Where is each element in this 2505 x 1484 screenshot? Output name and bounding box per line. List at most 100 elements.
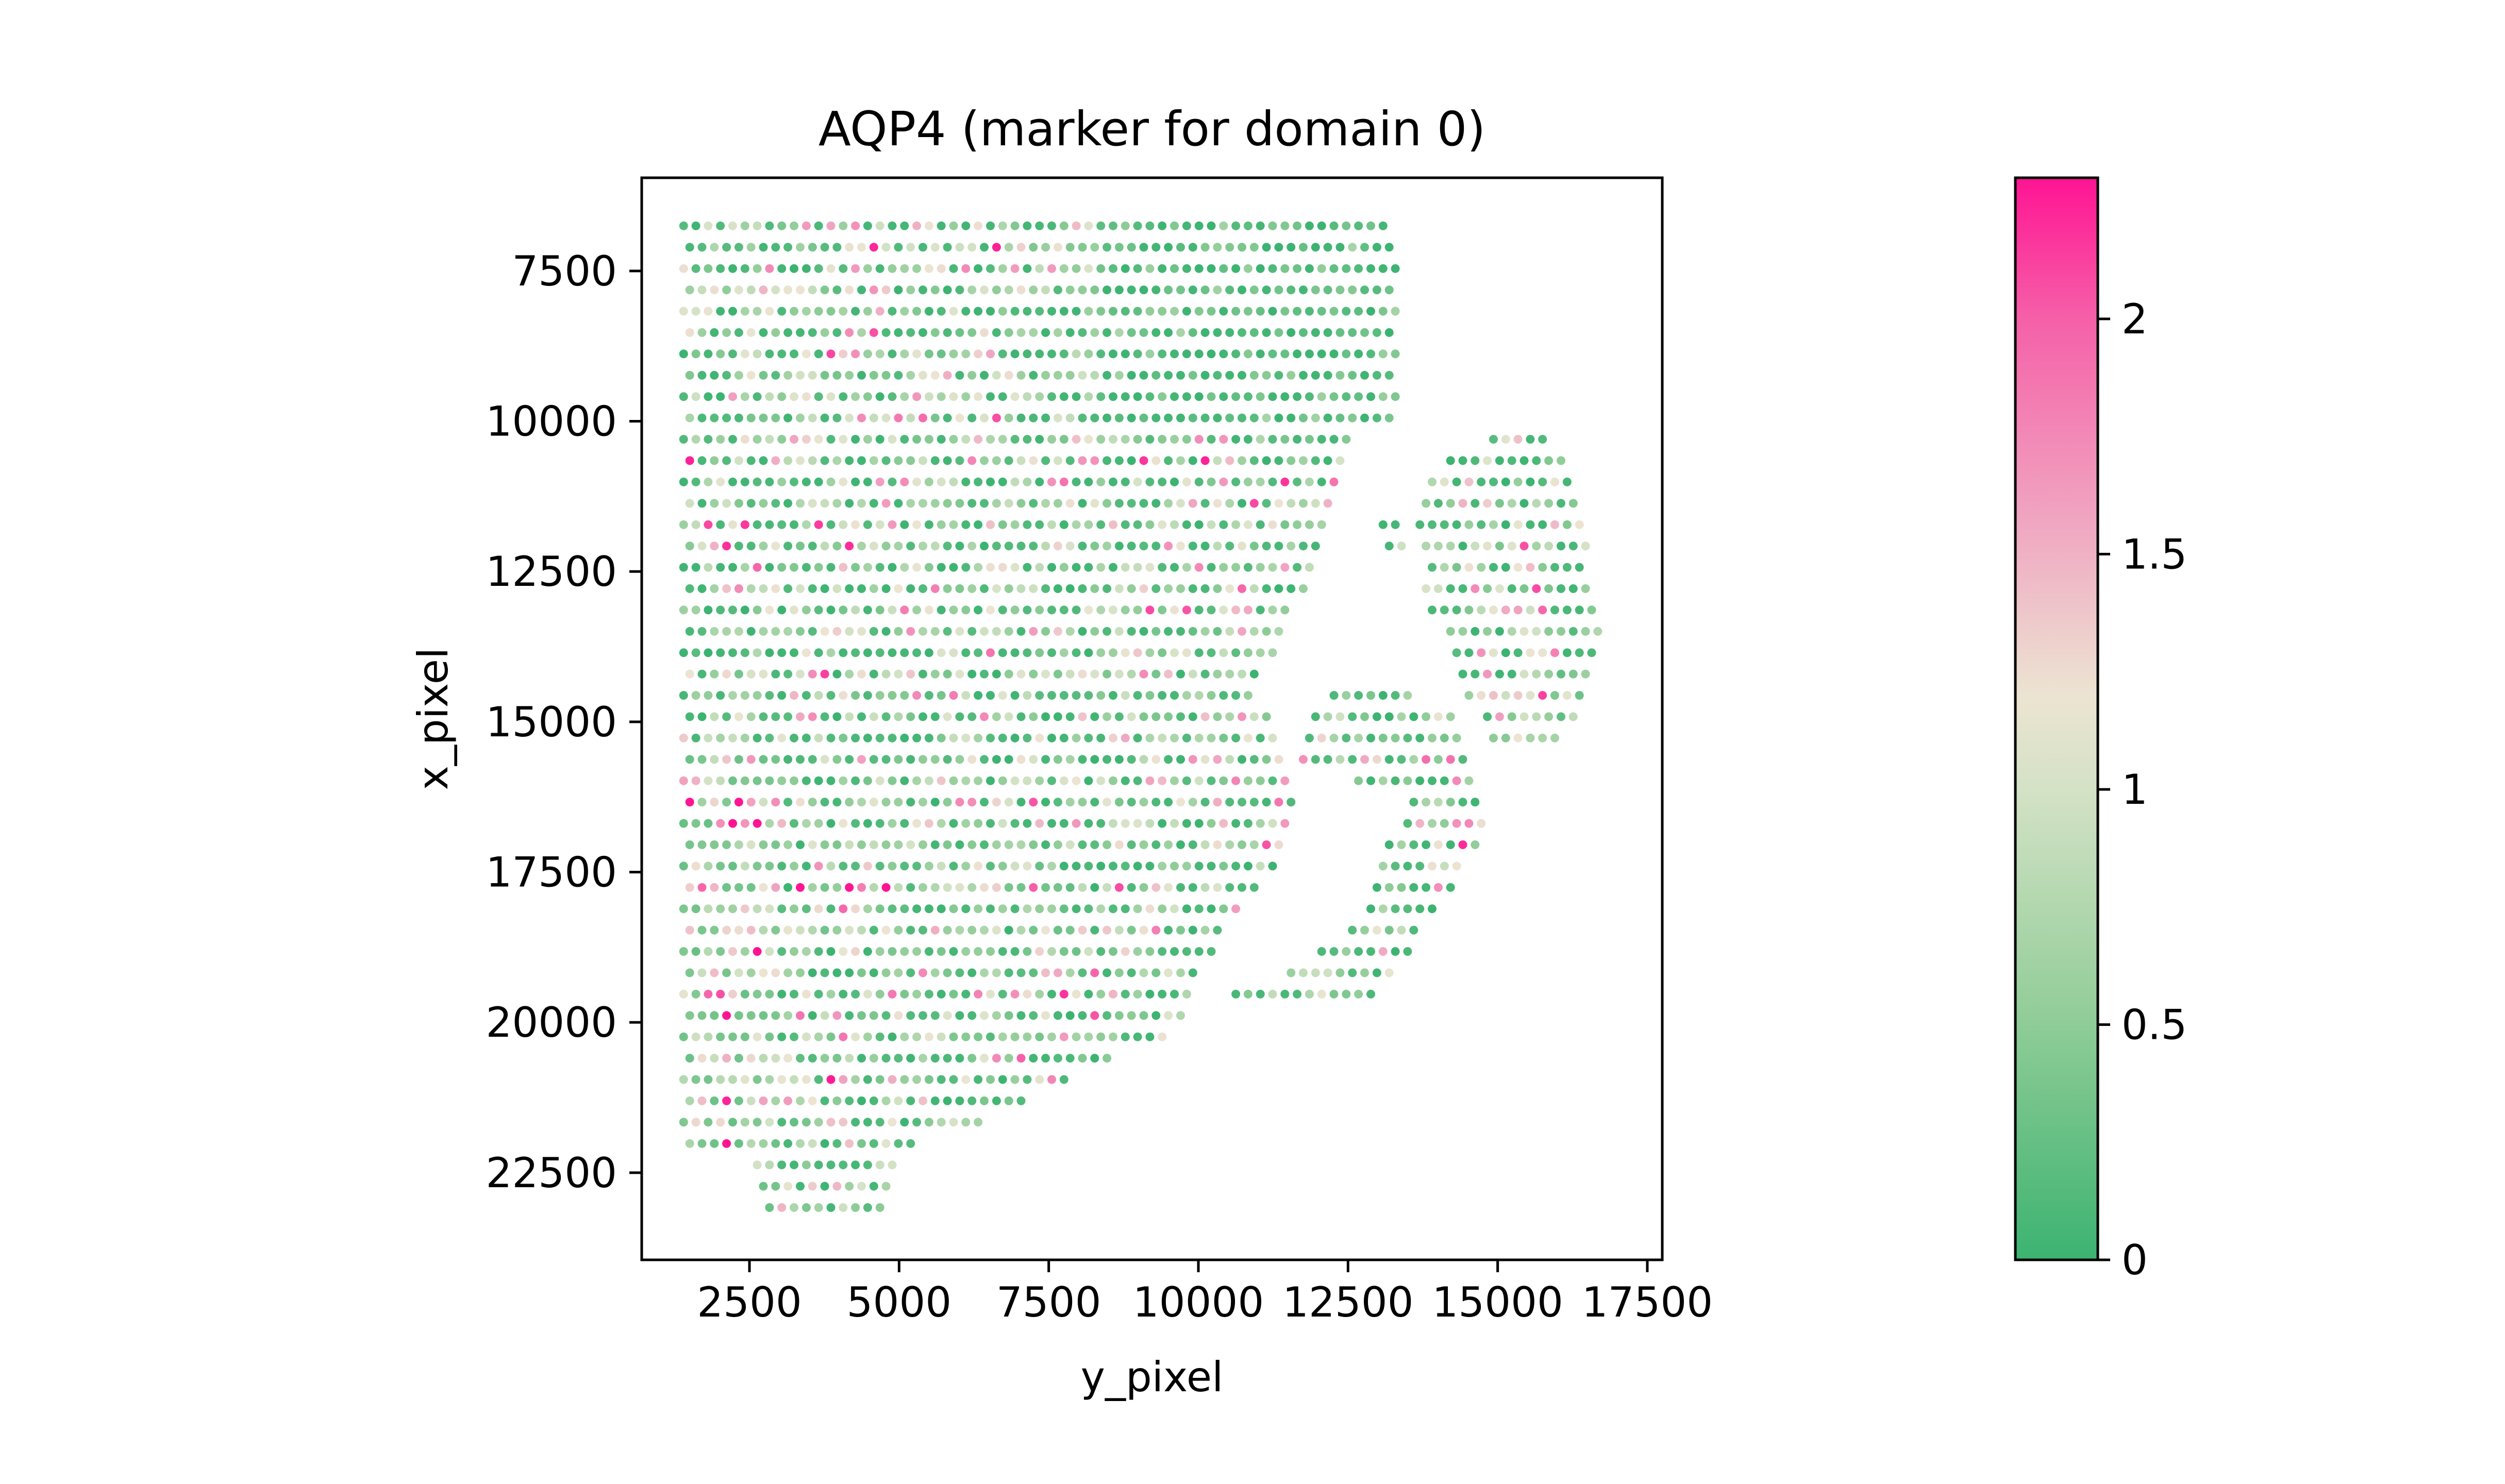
spot-marker (722, 1054, 731, 1063)
spot-marker (1041, 968, 1050, 977)
spot-marker (1311, 370, 1320, 380)
spot-marker (845, 883, 854, 892)
spot-marker (974, 947, 983, 956)
spot-marker (888, 819, 897, 828)
spot-marker (808, 499, 817, 508)
spot-marker (1121, 819, 1130, 828)
spot-marker (900, 264, 909, 273)
spot-marker (857, 499, 866, 508)
spot-marker (1016, 840, 1026, 849)
spot-marker (1581, 669, 1590, 679)
spot-marker (1188, 840, 1197, 849)
spot-marker (832, 627, 842, 636)
spot-marker (1384, 883, 1394, 892)
spot-marker (1495, 584, 1504, 593)
spot-marker (1311, 542, 1320, 551)
spot-marker (1078, 712, 1087, 721)
spot-marker (851, 563, 860, 572)
spot-marker (1409, 712, 1418, 721)
spot-marker (826, 1075, 836, 1084)
spot-marker (869, 925, 878, 935)
spot-marker (1231, 989, 1241, 999)
spot-marker (930, 328, 940, 337)
spot-marker (783, 840, 793, 849)
spot-marker (949, 947, 958, 956)
spot-marker (1139, 243, 1148, 252)
spot-marker (1029, 542, 1038, 551)
spot-marker (894, 584, 903, 593)
spot-marker (722, 840, 731, 849)
spot-marker (845, 285, 854, 295)
spot-marker (1507, 627, 1516, 636)
y-tick-label: 20000 (486, 999, 617, 1047)
spot-marker (1182, 221, 1191, 230)
spot-marker (1170, 605, 1179, 615)
spot-marker (863, 264, 872, 273)
spot-marker (771, 328, 780, 337)
spot-marker (1562, 648, 1572, 657)
spot-marker (716, 947, 725, 956)
spot-marker (1121, 435, 1130, 444)
spot-marker (1114, 883, 1124, 892)
spot-marker (918, 627, 927, 636)
spot-marker (1507, 712, 1516, 721)
spot-marker (937, 221, 946, 230)
spot-marker (832, 712, 842, 721)
spot-marker (1262, 840, 1271, 849)
spot-marker (1182, 349, 1191, 359)
spot-marker (691, 392, 700, 401)
spot-marker (1471, 584, 1480, 593)
spot-marker (1378, 733, 1388, 743)
spot-marker (1121, 904, 1130, 914)
spot-marker (1458, 840, 1467, 849)
spot-marker (924, 349, 933, 359)
spot-marker (759, 243, 768, 252)
spot-marker (1225, 243, 1234, 252)
spot-marker (1452, 520, 1461, 529)
spot-marker (1158, 605, 1167, 615)
spot-marker (1121, 862, 1130, 871)
spot-marker (869, 1054, 878, 1063)
spot-marker (783, 328, 793, 337)
spot-marker (734, 243, 743, 252)
spot-marker (1433, 499, 1443, 508)
spot-marker (790, 1160, 798, 1170)
spot-marker (826, 1032, 836, 1041)
spot-marker (992, 328, 1001, 337)
spot-marker (1360, 328, 1369, 337)
spot-marker (826, 605, 836, 615)
spot-marker (900, 1032, 909, 1041)
spot-marker (1004, 243, 1013, 252)
spot-marker (1262, 712, 1271, 721)
spot-marker (1513, 648, 1523, 657)
spot-marker (845, 413, 854, 423)
spot-marker (728, 904, 737, 914)
spot-marker (777, 435, 787, 444)
spot-marker (906, 798, 915, 807)
spot-marker (1519, 669, 1529, 679)
spot-marker (1151, 584, 1161, 593)
spot-marker (1078, 370, 1087, 380)
spot-marker (980, 840, 989, 849)
spot-marker (900, 477, 909, 486)
spot-marker (1133, 477, 1142, 486)
spot-marker (863, 307, 872, 316)
spot-marker (801, 349, 811, 359)
spot-marker (961, 1075, 971, 1084)
spot-marker (1194, 349, 1204, 359)
spot-marker (1151, 627, 1161, 636)
spot-marker (863, 648, 872, 657)
spot-marker (943, 798, 952, 807)
spot-marker (937, 648, 946, 657)
spot-marker (734, 840, 743, 849)
spot-marker (1090, 499, 1099, 508)
spot-marker (1372, 328, 1381, 337)
spot-marker (679, 904, 688, 914)
spot-marker (1342, 733, 1351, 743)
spot-marker (1428, 563, 1437, 572)
spot-marker (863, 904, 872, 914)
spot-marker (808, 584, 817, 593)
spot-marker (1452, 477, 1461, 486)
spot-marker (1023, 520, 1032, 529)
spot-marker (1078, 627, 1087, 636)
